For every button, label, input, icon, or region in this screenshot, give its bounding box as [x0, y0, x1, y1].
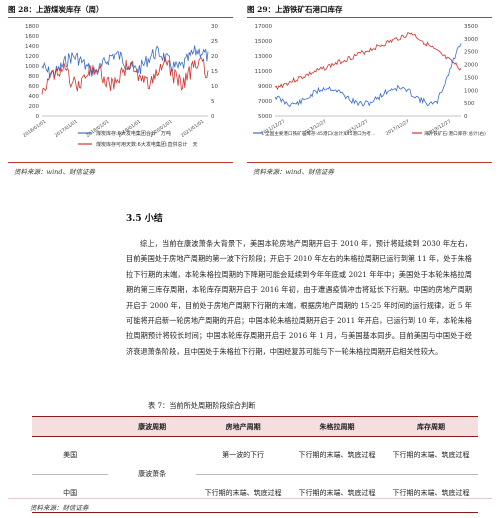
inventory-cell-cn: 下行期的末端、筑底过程 [384, 474, 478, 513]
juglar-cell-cn: 下行期的末端、筑底过程 [290, 474, 385, 513]
y-tick-right: 2000 [464, 63, 478, 69]
inventory-cell-us: 下行期的末端、筑底过程 [384, 436, 478, 475]
header-kangbo: 康波周期 [108, 416, 197, 437]
header-inventory: 库存周期 [384, 416, 478, 437]
fig29-title: 图 29：上游铁矿石港口库存 [247, 5, 343, 14]
section-title: 3.5 小结 [126, 214, 163, 224]
table-row: 中国 下行期的末端、筑底过程 下行期的末端、筑底过程 下行期的末端、筑底过程 [32, 474, 478, 513]
y-tick-left: 17000 [255, 24, 273, 30]
footer-rule [8, 498, 492, 499]
y-tick-right: 20 [211, 54, 218, 60]
y-tick-left: 800 [29, 74, 40, 80]
country-cell-us: 美国 [32, 436, 109, 475]
summary-paragraph: 综上，当前在康波萧条大背景下，美国本轮房地产周期开启于 2010 年，预计将延续… [126, 239, 472, 356]
y-tick-left: 7000 [258, 99, 272, 105]
y-tick-left: 1800 [25, 24, 39, 30]
y-tick-right: 2500 [464, 50, 478, 56]
fig28-bottom-rule [8, 162, 233, 163]
fig29-title-rule [247, 17, 492, 18]
y-tick-right: 3500 [464, 24, 478, 30]
x-tick: 2021/01/01 [180, 119, 205, 139]
kangbo-cell: 康波萧条 [108, 436, 197, 513]
y-tick-right: 5 [211, 99, 215, 105]
table-row: 美国 康波萧条 第一波的下行 下行期的末端、筑底过程 下行期的末端、筑底过程 [32, 436, 478, 513]
y-tick-right: 500 [464, 101, 475, 107]
y-tick-left: 5000 [258, 114, 272, 120]
overseas-port-line [274, 32, 462, 91]
y-tick-right: 10 [211, 84, 218, 90]
y-tick-left: 13000 [255, 54, 273, 60]
property-cell-us: 第一波的下行 [196, 436, 291, 475]
fig28-chart: 1800 1600 1400 1200 1000 800 600 400 200 0 30 25 20 1… [8, 20, 233, 160]
fig28-svg: 1800160014001200100080060040020003025201… [22, 24, 218, 148]
fig29-chart: 17000 15000 13000 11000 9000 7000 5000 3500 3000… [247, 20, 492, 160]
y-tick-right: 30 [211, 24, 218, 30]
legend-label: 全国主要港口铁矿石库存:45港口(总计)(45港口为考... [265, 130, 375, 137]
fig29-source: 资料来源：wind、财信证券 [253, 168, 334, 176]
fig29-bottom-rule [247, 162, 492, 163]
y-tick-left: 1000 [25, 64, 39, 70]
fig28-source: 资料来源：wind、财信证券 [14, 168, 95, 176]
y-tick-right: 0 [464, 114, 468, 120]
table-source: 资料来源：财信证券 [30, 504, 89, 512]
header-empty [32, 416, 109, 437]
x-tick: 2017/01/01 [54, 119, 79, 139]
y-tick-right: 0 [211, 114, 215, 120]
y-tick-left: 400 [29, 94, 40, 100]
x-tick: 2016/01/01 [22, 119, 47, 139]
legend-label: 海外铁矿石:港口库存:总计(右) [424, 130, 486, 137]
cycle-table: 康波周期 房地产周期 朱格拉周期 库存周期 美国 康波萧条 第一波的下行 下行期… [32, 416, 478, 513]
domestic-port-line [274, 43, 462, 108]
y-tick-left: 0 [36, 114, 40, 120]
y-tick-right: 25 [211, 39, 218, 45]
fig28-title: 图 28：上游煤炭库存（周） [8, 5, 104, 14]
header-property: 房地产周期 [196, 416, 291, 437]
y-tick-left: 1200 [25, 54, 39, 60]
y-tick-right: 3000 [464, 37, 478, 43]
property-cell-cn: 下行期的末端、筑底过程 [196, 474, 291, 513]
legend-label: 煤炭库存可用天数:6大发电集团:直供总计 天 [96, 141, 198, 148]
header-juglar: 朱格拉周期 [290, 416, 385, 437]
y-tick-right: 1000 [464, 88, 478, 94]
y-tick-left: 1400 [25, 44, 39, 50]
y-tick-left: 200 [29, 104, 40, 110]
y-tick-right: 1500 [464, 75, 478, 81]
coal-stock-line [41, 45, 209, 79]
x-tick: 2017/12/27 [385, 119, 411, 137]
fig29-svg: 1700015000130001100090007000500035003000… [253, 24, 486, 137]
legend-label: 煤炭库存:6大发电集团合计 万吨 [96, 130, 171, 137]
y-tick-left: 9000 [258, 84, 272, 90]
y-tick-left: 15000 [255, 39, 273, 45]
y-tick-left: 600 [29, 84, 40, 90]
y-tick-left: 11000 [255, 69, 273, 75]
y-tick-left: 1600 [25, 34, 39, 40]
table-header-row: 康波周期 房地产周期 朱格拉周期 库存周期 [32, 416, 478, 437]
y-tick-right: 15 [211, 69, 218, 75]
country-cell-cn: 中国 [32, 474, 109, 513]
juglar-cell-us: 下行期的末端、筑底过程 [290, 436, 385, 475]
table-title: 表 7：当前所处周期阶段综合判断 [148, 401, 256, 410]
coal-days-line [41, 56, 209, 95]
fig28-title-rule [8, 17, 233, 18]
